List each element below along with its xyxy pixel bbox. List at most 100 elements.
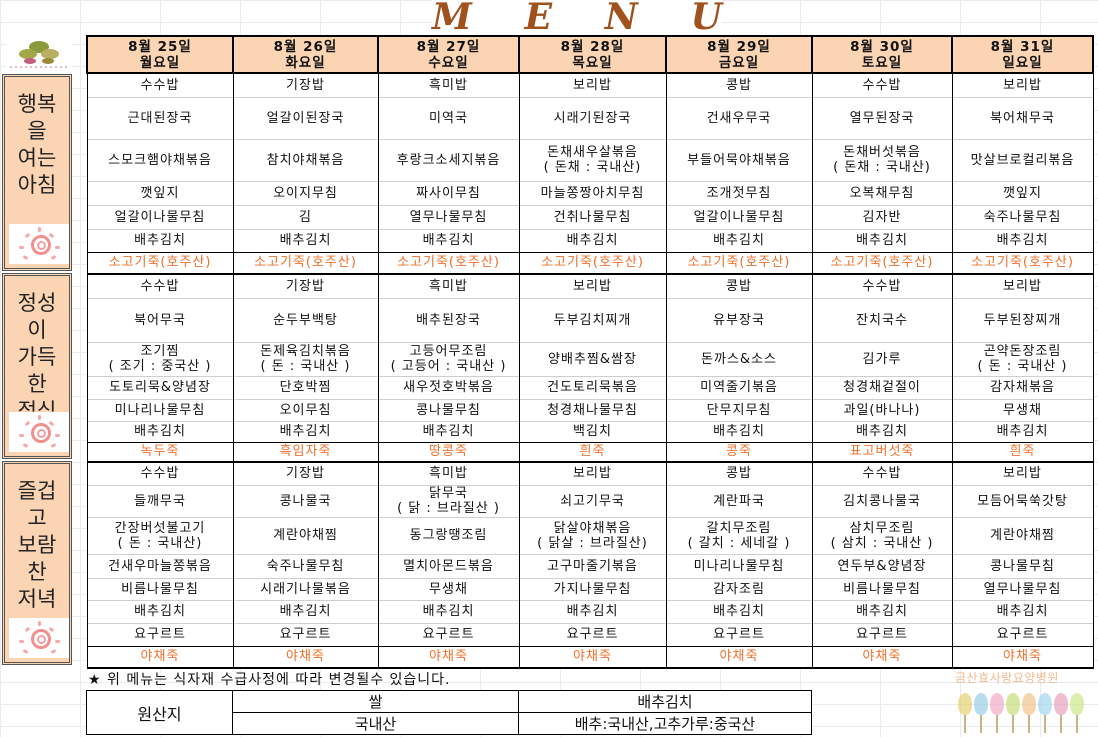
menu-cell: 감자조림 bbox=[665, 577, 813, 600]
sun-ray bbox=[24, 626, 31, 633]
menu-cell: 요구르트 bbox=[377, 622, 520, 646]
dinner-row: 간장버섯불고기 ( 돈 : 국내산) 계란야채찜 동그랑땡조림 닭살야채볶음 ( 닭살… bbox=[86, 516, 1094, 554]
menu-cell: 배추김치 bbox=[377, 599, 520, 623]
menu-cell: 숙주나물무침 bbox=[232, 553, 379, 578]
menu-cell: 김가루 bbox=[811, 341, 953, 376]
breakfast-row: 소고기죽(호주산) 소고기죽(호주산) 소고기죽(호주산) 소고기죽(호주산) 소고기죽… bbox=[86, 251, 1094, 274]
menu-cell: 배추김치 bbox=[232, 599, 379, 623]
breakfast-row: 얼갈이나물무침 김 열무나물무침 건취나물무침 얼갈이나물무침 김자반 숙주나물무침 bbox=[86, 204, 1094, 229]
menu-cell: 콩나물무침 bbox=[377, 398, 520, 421]
lunch-row: 배추김치 배추김치 배추김치 백김치 배추김치 배추김치 배추김치 bbox=[86, 420, 1094, 442]
menu-cell: 배추김치 bbox=[86, 228, 234, 252]
sun-ray bbox=[22, 442, 29, 449]
origin-label: 원산지 bbox=[86, 690, 233, 735]
sun-ray bbox=[19, 640, 24, 643]
sun-icon bbox=[9, 224, 69, 264]
menu-cell: 건도토리묵볶음 bbox=[518, 375, 667, 399]
menu-cell: 비름나물무침 bbox=[86, 577, 234, 600]
breakfast-label: 행복 을 여는 아침 bbox=[2, 74, 72, 271]
menu-cell: 배추김치 bbox=[951, 599, 1094, 623]
welcome-logo-icon bbox=[6, 37, 72, 71]
menu-cell: 오복채무침 bbox=[811, 180, 953, 205]
sun-ray bbox=[55, 640, 60, 643]
menu-cell: 수수밥 bbox=[86, 273, 234, 298]
menu-cell: 양배추찜&쌈장 bbox=[518, 341, 667, 376]
menu-cell: 배추김치 bbox=[951, 228, 1094, 252]
origin-item-name: 쌀 bbox=[232, 690, 519, 713]
menu-cell: 돈까스&소스 bbox=[665, 341, 813, 376]
menu-cell: 오이지무침 bbox=[232, 180, 379, 205]
menu-cell: 건새우무국 bbox=[665, 96, 813, 139]
menu-cell: 갈치무조림 ( 갈치 : 세네갈 ) bbox=[665, 516, 813, 554]
origin-table: 원산지 쌀 배추김치 국내산 배추:국내산,고추가루:중국산 bbox=[86, 690, 812, 735]
lunch-row: 북어무국 순두부백탕 배추된장국 두부김치찌개 유부장국 잔치국수 두부된장찌개 bbox=[86, 297, 1094, 342]
porridge-cell: 소고기죽(호주산) bbox=[86, 251, 234, 274]
menu-cell: 보리밥 bbox=[951, 72, 1094, 97]
menu-cell: 배추김치 bbox=[232, 420, 379, 442]
dinner-row: 수수밥 기장밥 흑미밥 보리밥 콩밥 수수밥 보리밥 bbox=[86, 461, 1094, 485]
sun-ray bbox=[24, 232, 31, 239]
menu-cell: 수수밥 bbox=[86, 461, 234, 485]
menu-cell: 연두부&양념장 bbox=[811, 553, 953, 578]
menu-cell: 배추김치 bbox=[665, 420, 813, 442]
menu-cell: 기장밥 bbox=[232, 72, 379, 97]
menu-cell: 오이무침 bbox=[232, 398, 379, 421]
day-header: 8월 27일 수요일 bbox=[377, 35, 520, 74]
title-letter: M bbox=[432, 0, 472, 38]
menu-cell: 콩밥 bbox=[665, 273, 813, 298]
menu-cell: 배추김치 bbox=[811, 228, 953, 252]
menu-cell: 두부된장찌개 bbox=[951, 297, 1094, 342]
menu-cell: 김 bbox=[232, 204, 379, 229]
menu-cell: 배추김치 bbox=[811, 420, 953, 442]
menu-cell: 근대된장국 bbox=[86, 96, 234, 139]
menu-cell: 비름나물무침 bbox=[811, 577, 953, 600]
menu-cell: 닭살야채볶음 ( 닭살 : 브라질산) bbox=[518, 516, 667, 554]
sun-spiral bbox=[31, 629, 51, 649]
menu-title: M E N U bbox=[432, 0, 722, 38]
menu-cell: 고구마줄기볶음 bbox=[518, 553, 667, 578]
menu-cell: 청경채겉절이 bbox=[811, 375, 953, 399]
menu-cell: 계란야채찜 bbox=[951, 516, 1094, 554]
breakfast-row: 근대된장국 얼갈이된장국 미역국 시래기된장국 건새우무국 열무된장국 북어채무국 bbox=[86, 96, 1094, 139]
day-header: 8월 30일 토요일 bbox=[811, 35, 953, 74]
menu-cell: 배추김치 bbox=[86, 420, 234, 442]
menu-cell: 돈채버섯볶음 ( 돈채 : 국내산) bbox=[811, 138, 953, 181]
menu-cell: 얼갈이나물무침 bbox=[86, 204, 234, 229]
menu-cell: 참치야채볶음 bbox=[232, 138, 379, 181]
menu-cell: 두부김치찌개 bbox=[518, 297, 667, 342]
day-weekday: 목요일 bbox=[572, 54, 613, 71]
day-date: 8월 30일 bbox=[850, 38, 914, 55]
trees-logo-icon bbox=[958, 688, 1088, 733]
menu-cell: 미역줄기볶음 bbox=[665, 375, 813, 399]
menu-cell: 삼치무조림 ( 삼치 : 국내산 ) bbox=[811, 516, 953, 554]
sun-ray bbox=[38, 415, 41, 420]
menu-cell: 요구르트 bbox=[811, 622, 953, 646]
porridge-cell: 소고기죽(호주산) bbox=[232, 251, 379, 274]
menu-change-notice: ★ 위 메뉴는 식자재 수급사정에 따라 변경될수 있습니다. bbox=[88, 672, 451, 688]
menu-cell: 고등어무조림 ( 고등어 : 국내산 ) bbox=[377, 341, 520, 376]
sun-spiral bbox=[31, 423, 51, 443]
menu-cell: 배추김치 bbox=[951, 420, 1094, 442]
tree bbox=[958, 693, 972, 733]
sun-spiral bbox=[31, 235, 51, 255]
sun-ray bbox=[24, 420, 31, 427]
sun-ray bbox=[48, 626, 55, 633]
menu-cell: 수수밥 bbox=[86, 72, 234, 97]
menu-cell: 멸치아몬드볶음 bbox=[377, 553, 520, 578]
menu-cell: 순두부백탕 bbox=[232, 297, 379, 342]
sun-ray bbox=[48, 420, 55, 427]
porridge-cell: 흰죽 bbox=[518, 441, 667, 462]
tree bbox=[1038, 693, 1052, 733]
menu-cell: 무생채 bbox=[377, 577, 520, 600]
menu-cell: 보리밥 bbox=[951, 273, 1094, 298]
sun-icon bbox=[9, 412, 69, 452]
menu-cell: 맛살브로컬리볶음 bbox=[951, 138, 1094, 181]
menu-cell: 요구르트 bbox=[86, 622, 234, 646]
menu-cell: 배추김치 bbox=[518, 599, 667, 623]
porridge-cell: 야채죽 bbox=[811, 645, 953, 669]
dinner-row: 야채죽 야채죽 야채죽 야채죽 야채죽 야채죽 야채죽 bbox=[86, 645, 1094, 669]
menu-cell: 닭무국 ( 닭 : 브라질산 ) bbox=[377, 484, 520, 517]
menu-cell: 돈채새우살볶음 ( 돈채 : 국내산) bbox=[518, 138, 667, 181]
hospital-name: 금산효사랑요양병원 bbox=[955, 671, 1059, 685]
menu-cell: 배추김치 bbox=[811, 599, 953, 623]
